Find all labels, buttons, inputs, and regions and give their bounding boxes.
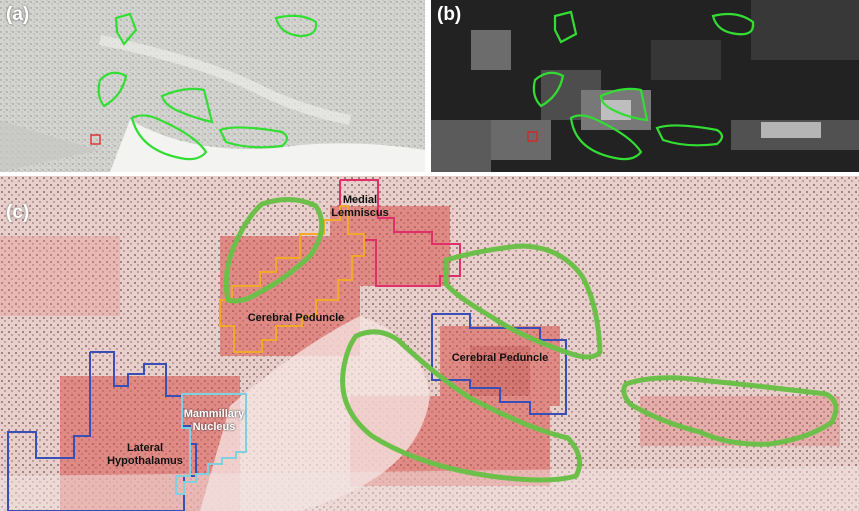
contour-b4: [599, 87, 649, 122]
contour-c1: [223, 197, 325, 304]
contour-c3: [340, 329, 583, 483]
panel-b-label: (b): [437, 4, 462, 25]
panel-a-histology: (a): [0, 0, 425, 172]
panel-a-image: [0, 0, 425, 172]
label-lateral-hypothalamus: Lateral Hypothalamus: [107, 442, 183, 467]
panel-a-label: (a): [6, 4, 30, 25]
contour-a6: [218, 126, 289, 149]
contour-a4: [160, 87, 214, 124]
label-mammillary-nucleus: Mammillary Nucleus: [183, 408, 245, 433]
contour-a1: [114, 12, 138, 46]
contour-a2: [274, 14, 318, 38]
contour-b3: [532, 71, 565, 108]
panel-c-label: (c): [6, 202, 30, 223]
panel-c-image: [0, 176, 859, 511]
contour-b2: [711, 12, 755, 36]
label-cerebral-peduncle-right: Cerebral Peduncle: [451, 352, 549, 364]
marker-b: [527, 131, 538, 142]
contour-c2: [443, 243, 603, 360]
region-outline-mammillary-nucleus: [175, 393, 247, 495]
contour-b1: [553, 10, 578, 44]
panel-c-overlay: (c) Medial Lemniscus Cerebral Peduncle C…: [0, 176, 859, 511]
region-outline-cerebral-peduncle-left: [219, 205, 365, 353]
region-outline-cerebral-peduncle-right: [431, 313, 567, 415]
marker-a: [90, 134, 101, 145]
label-cerebral-peduncle-left: Cerebral Peduncle: [247, 312, 345, 324]
label-medial-lemniscus: Medial Lemniscus: [331, 194, 389, 219]
panel-b-heatmap: (b): [431, 0, 859, 172]
contour-a5: [130, 114, 208, 161]
contour-a3: [97, 71, 128, 108]
contour-c4: [621, 375, 839, 447]
panel-b-image: [431, 0, 859, 172]
contour-b6: [655, 124, 724, 147]
contour-b5: [569, 114, 643, 161]
